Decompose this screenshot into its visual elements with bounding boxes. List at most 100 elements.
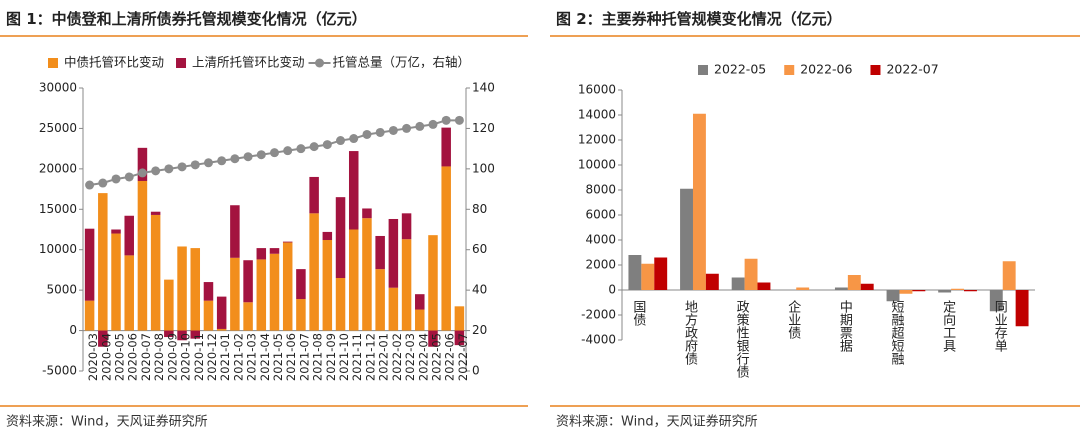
- y2-tick-label: 120: [472, 121, 495, 135]
- bar: [401, 239, 412, 331]
- point: [177, 162, 187, 172]
- bar: [731, 277, 745, 290]
- bar: [124, 255, 134, 331]
- bar: [296, 299, 306, 331]
- y-tick-label: -2000: [581, 308, 616, 322]
- bar: [282, 242, 293, 331]
- point: [296, 144, 306, 154]
- bar: [348, 229, 359, 331]
- point: [203, 158, 213, 168]
- bar: [441, 127, 451, 167]
- bar: [335, 278, 346, 331]
- point: [283, 146, 293, 156]
- bar: [388, 287, 399, 331]
- x-tick-label: 定向工具: [940, 300, 956, 352]
- bar: [98, 330, 108, 347]
- x-tick-label: 2020-05: [113, 333, 127, 381]
- bar: [428, 330, 438, 347]
- point: [217, 156, 227, 166]
- source: 资料来源：Wind，天风证券研究所: [6, 414, 208, 430]
- point: [428, 119, 438, 129]
- y2-tick-label: 40: [472, 283, 487, 297]
- bar: [1015, 290, 1029, 327]
- bar: [190, 330, 201, 339]
- bar: [362, 218, 372, 331]
- bar: [951, 288, 965, 290]
- bar: [335, 197, 346, 279]
- legend-label: 上清所托管环比变动: [192, 55, 305, 70]
- point: [85, 180, 95, 190]
- legend-marker: [315, 58, 325, 68]
- x-tick-label: 2022-01: [377, 333, 391, 381]
- y-tick-label: 10000: [578, 158, 616, 172]
- bar: [177, 330, 187, 341]
- bar: [415, 309, 425, 331]
- y-tick-label: 8000: [585, 183, 616, 197]
- x-tick-label: 2021-06: [284, 333, 298, 381]
- point: [190, 160, 200, 170]
- bar: [177, 246, 187, 331]
- x-tick-label: 2021-10: [337, 333, 351, 381]
- bar: [309, 213, 319, 331]
- point: [375, 127, 385, 137]
- point: [98, 178, 108, 188]
- bar: [230, 257, 240, 331]
- x-tick-label: 2022-02: [390, 333, 404, 381]
- bar: [243, 302, 253, 331]
- bar: [164, 330, 174, 338]
- x-tick-label: 2021-02: [231, 333, 245, 381]
- bar: [454, 306, 465, 331]
- x-tick-label: 2021-11: [350, 333, 364, 381]
- y-tick-label: 10000: [39, 242, 77, 256]
- point: [349, 134, 359, 144]
- bar: [98, 193, 108, 331]
- x-tick-label: 地方政府债: [682, 300, 698, 365]
- y-tick-label: 4000: [585, 233, 616, 247]
- bar: [1002, 261, 1016, 290]
- bar: [375, 235, 385, 270]
- bar: [401, 213, 412, 240]
- bar: [256, 248, 267, 260]
- bar: [111, 233, 121, 331]
- bar: [375, 269, 385, 331]
- x-tick-label: 2020-09: [165, 333, 179, 381]
- x-tick-label: 2020-06: [126, 333, 140, 381]
- bar: [322, 231, 333, 241]
- x-tick-label: 国债: [630, 300, 646, 326]
- point: [270, 148, 279, 158]
- bar: [296, 269, 306, 300]
- bar: [216, 328, 227, 331]
- y-tick-label: -4000: [581, 333, 616, 347]
- bar: [243, 260, 253, 303]
- chart-title: 图 1：中债登和上清所债券托管规模变化情况（亿元）: [6, 10, 367, 28]
- bar: [796, 287, 810, 290]
- bar: [362, 208, 372, 219]
- x-tick-label: 2021-08: [311, 333, 325, 381]
- point: [230, 154, 240, 164]
- x-tick-label: 2020-11: [192, 333, 206, 381]
- bar: [454, 330, 465, 346]
- legend-swatch: [48, 58, 58, 68]
- legend-label: 2022-07: [886, 62, 938, 77]
- y-tick-label: 16000: [578, 83, 616, 97]
- point: [137, 168, 147, 178]
- bar: [230, 205, 240, 258]
- bar: [216, 296, 227, 329]
- y-tick-label: 6000: [585, 208, 616, 222]
- x-tick-label: 2021-03: [245, 333, 259, 381]
- bar: [441, 166, 451, 331]
- x-tick-label: 2020-03: [86, 333, 100, 381]
- legend-swatch: [784, 65, 795, 75]
- bar: [886, 290, 900, 302]
- y-tick-label: 0: [69, 323, 77, 337]
- bar: [757, 282, 771, 290]
- bar: [654, 257, 668, 290]
- bar: [84, 228, 95, 301]
- chart-title: 图 2：主要券种托管规模变化情况（亿元）: [556, 10, 842, 28]
- bar: [847, 275, 861, 290]
- bar: [641, 263, 655, 290]
- y-tick-label: 25000: [39, 121, 77, 135]
- bar: [415, 294, 425, 310]
- bar: [628, 255, 642, 290]
- y-tick-label: 15000: [39, 202, 77, 216]
